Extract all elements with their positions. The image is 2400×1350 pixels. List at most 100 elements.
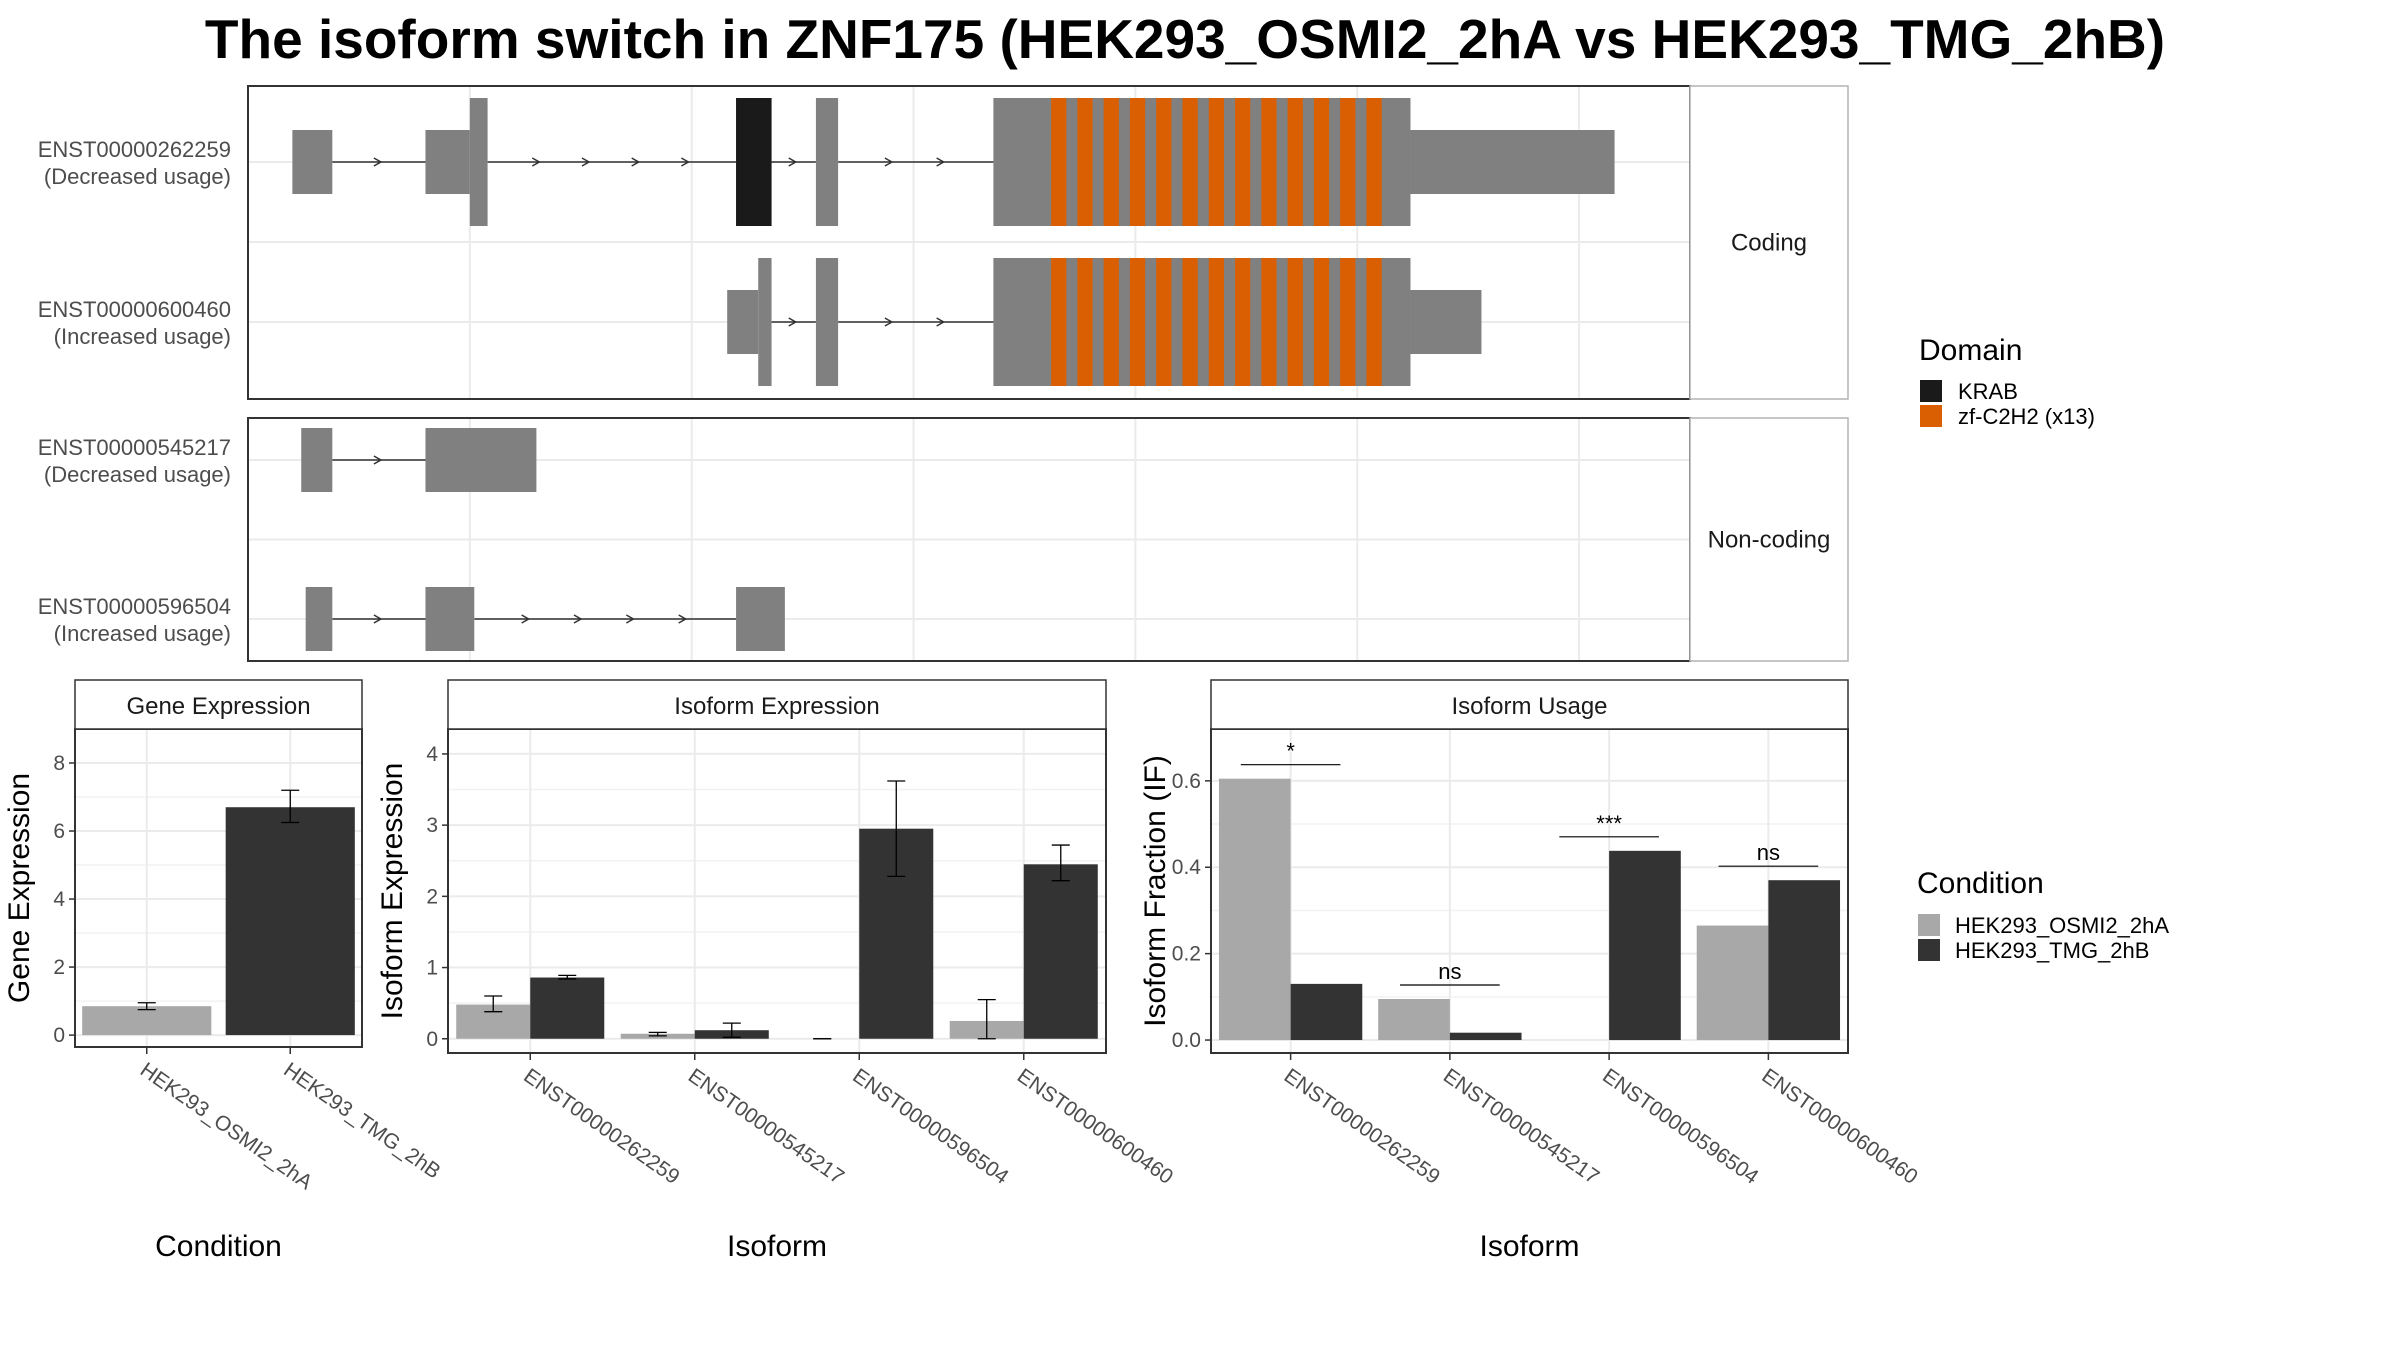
significance-label: ns	[1438, 959, 1461, 984]
intron-arrow	[521, 614, 531, 624]
y-tick-label: 8	[53, 752, 65, 775]
chart-strip-title: Gene Expression	[126, 693, 310, 720]
transcript-structure-plot: ENST00000262259(Decreased usage)ENST0000…	[38, 85, 1849, 662]
bar	[530, 977, 605, 1039]
intron-arrow	[884, 317, 894, 327]
x-tick-label: ENST00000600460	[1758, 1064, 1922, 1189]
intron-arrow	[373, 455, 383, 465]
bar	[1378, 999, 1450, 1041]
zf-c2h2-domain	[1261, 98, 1277, 226]
bar	[1218, 778, 1291, 1041]
structure-facet: ENST00000262259(Decreased usage)ENST0000…	[38, 85, 1849, 400]
isoform-label: ENST00000262259	[38, 137, 231, 162]
utr-exon	[292, 130, 333, 194]
utr-exon	[425, 428, 537, 492]
zf-c2h2-domain	[1208, 258, 1225, 386]
y-tick-label: 1	[426, 957, 438, 980]
bar	[1696, 925, 1769, 1041]
y-tick-label: 2	[426, 885, 438, 908]
y-tick-label: 4	[53, 888, 65, 911]
x-tick-label: ENST00000262259	[519, 1064, 683, 1189]
zf-c2h2-domain	[1182, 258, 1198, 386]
domain-legend-title: Domain	[1919, 334, 2022, 367]
bar	[225, 807, 355, 1036]
domain-legend-label: zf-C2H2 (x13)	[1958, 404, 2095, 429]
intron-arrow	[680, 157, 690, 167]
zf-c2h2-domain	[1313, 258, 1330, 386]
bar	[1609, 850, 1681, 1041]
intron-arrow	[936, 317, 946, 327]
isoform-track: ENST00000596504(Increased usage)	[38, 587, 785, 651]
isoform-track: ENST00000262259(Decreased usage)	[38, 98, 1615, 226]
zf-c2h2-domain	[1313, 98, 1330, 226]
x-tick-label: ENST00000596504	[1598, 1064, 1763, 1189]
utr-exon	[305, 587, 333, 651]
y-tick-label: 0	[426, 1028, 438, 1051]
y-tick-label: 0.6	[1172, 770, 1201, 793]
domain-legend-swatch	[1920, 405, 1942, 427]
chart-strip	[447, 679, 1107, 730]
y-tick-label: 0	[53, 1024, 65, 1047]
intron-arrow	[573, 614, 583, 624]
isoform-track: ENST00000545217(Decreased usage)	[38, 428, 537, 492]
zf-c2h2-domain	[1235, 98, 1251, 226]
zf-c2h2-domain	[1235, 258, 1251, 386]
zf-c2h2-domain	[1129, 98, 1146, 226]
intron-arrow	[936, 157, 946, 167]
zf-c2h2-domain	[1182, 98, 1198, 226]
y-tick-label: 0.2	[1172, 943, 1201, 966]
intron-arrow	[884, 157, 894, 167]
zf-c2h2-domain	[1261, 258, 1277, 386]
isoform-label: ENST00000600460	[38, 297, 231, 322]
utr-exon	[727, 290, 759, 354]
intron-arrow	[373, 157, 383, 167]
x-tick-label: ENST00000545217	[684, 1064, 848, 1189]
y-axis-title: Gene Expression	[3, 773, 36, 1003]
zf-c2h2-domain	[1051, 258, 1067, 386]
utr-exon	[1410, 290, 1482, 354]
intron-arrow	[631, 157, 641, 167]
y-tick-label: 6	[53, 820, 65, 843]
figure-title: The isoform switch in ZNF175 (HEK293_OSM…	[205, 8, 2165, 70]
facet-strip-label: Coding	[1731, 230, 1807, 257]
facet-strip-label: Non-coding	[1708, 527, 1831, 554]
zf-c2h2-domain	[1366, 98, 1382, 226]
cds-exon	[815, 258, 839, 386]
isoform-track: ENST00000600460(Increased usage)	[38, 258, 1482, 386]
condition-legend-swatch	[1918, 914, 1940, 936]
significance-label: ns	[1757, 840, 1780, 865]
chart-strip-title: Isoform Usage	[1451, 693, 1607, 720]
zf-c2h2-domain	[1077, 98, 1093, 226]
zf-c2h2-domain	[1129, 258, 1146, 386]
y-tick-label: 4	[426, 743, 438, 766]
zf-c2h2-domain	[1287, 258, 1303, 386]
zf-c2h2-domain	[1340, 98, 1356, 226]
isoform-label: ENST00000545217	[38, 435, 231, 460]
y-axis-title: Isoform Fraction (IF)	[1139, 755, 1172, 1027]
usage-label: (Decreased usage)	[44, 462, 231, 487]
significance-label: *	[1286, 739, 1295, 764]
chart-strip	[74, 679, 363, 730]
zf-c2h2-domain	[1366, 258, 1382, 386]
zf-c2h2-domain	[1103, 258, 1119, 386]
usage-label: (Increased usage)	[54, 324, 231, 349]
facet-strip	[1689, 417, 1849, 662]
bar	[1290, 983, 1363, 1041]
chart-strip-title: Isoform Expression	[674, 693, 879, 720]
x-tick-label: ENST00000600460	[1013, 1064, 1177, 1189]
zf-c2h2-domain	[1077, 258, 1093, 386]
cds-exon	[758, 258, 772, 386]
chart-strip	[1210, 679, 1849, 730]
condition-legend-label: HEK293_TMG_2hB	[1955, 938, 2149, 963]
utr-exon	[425, 130, 470, 194]
intron-arrow	[531, 157, 541, 167]
x-tick-label: HEK293_TMG_2hB	[279, 1058, 444, 1183]
cds-exon	[469, 98, 488, 226]
condition-legend-swatch	[1918, 939, 1940, 961]
